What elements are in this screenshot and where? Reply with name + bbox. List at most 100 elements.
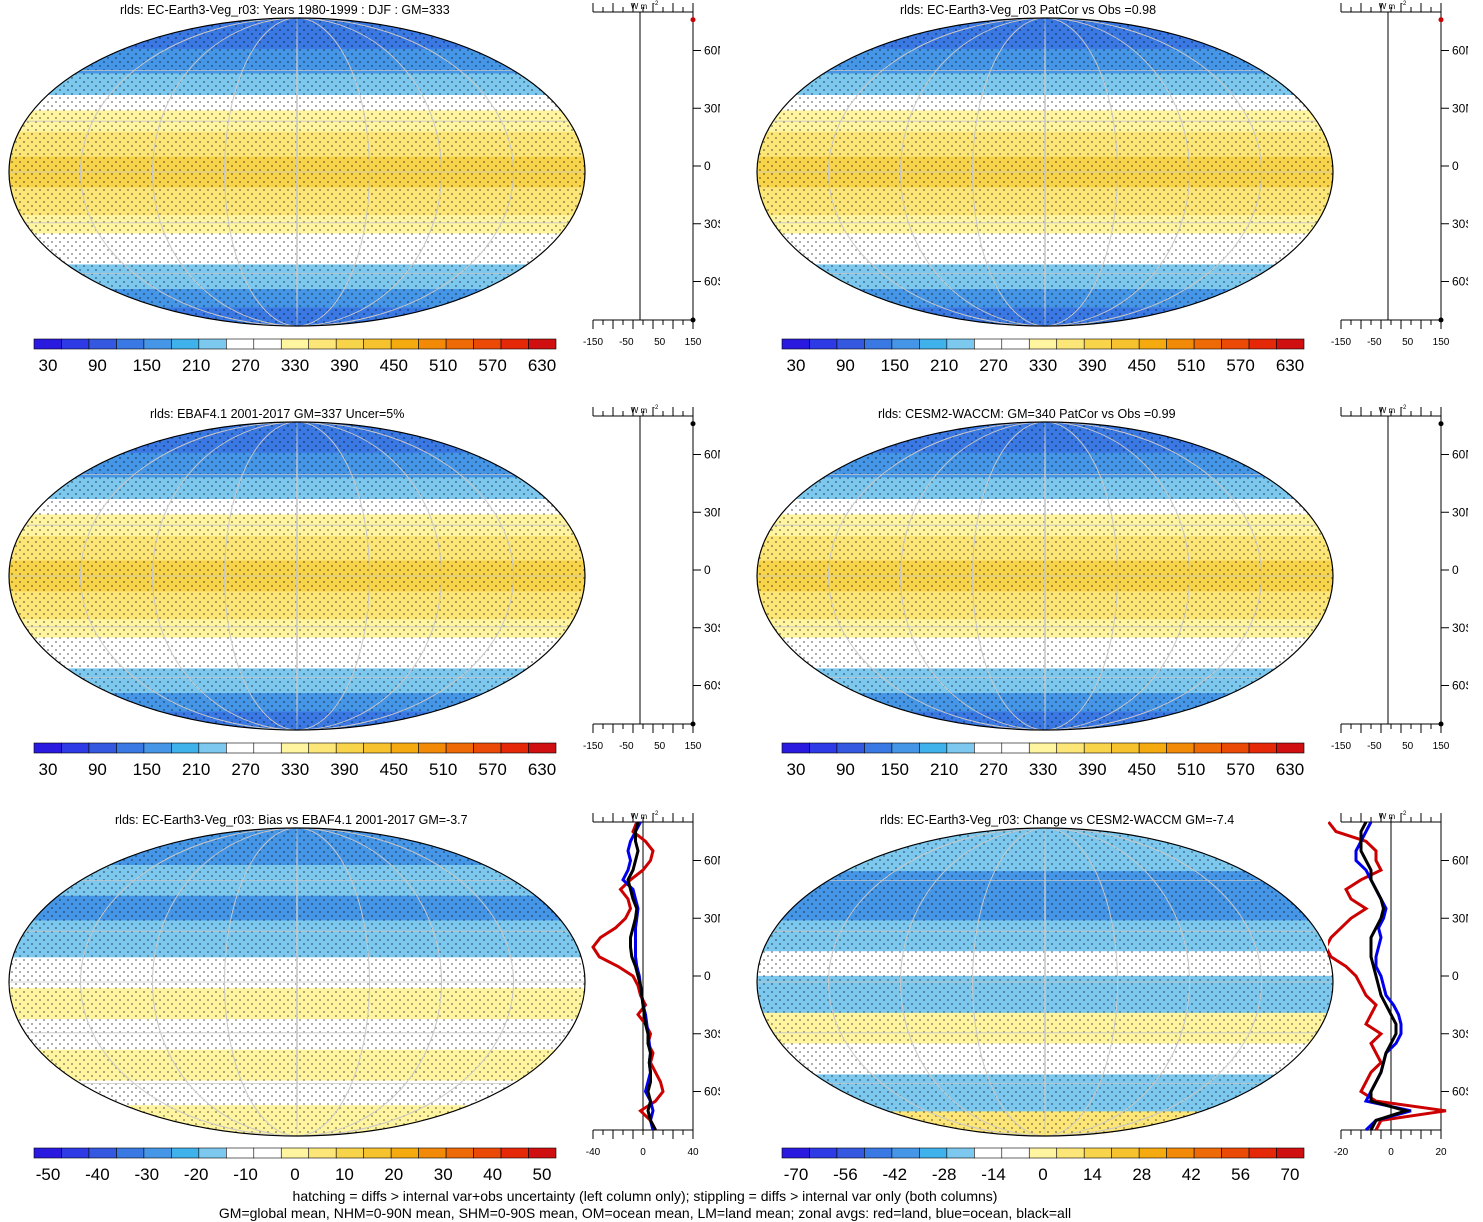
colorbar-swatch bbox=[418, 338, 447, 350]
colorbar-label: 330 bbox=[281, 356, 309, 374]
zonal-x-label: -150 bbox=[1331, 337, 1351, 348]
colorbar-swatch bbox=[528, 338, 557, 350]
colorbar-label: 40 bbox=[483, 1165, 502, 1183]
graticule-lon bbox=[1044, 422, 1046, 730]
zonal-offscale-mark bbox=[690, 317, 696, 323]
colorbar-swatch bbox=[836, 338, 865, 350]
colorbar-label: 450 bbox=[1128, 760, 1156, 778]
colorbar-swatch bbox=[974, 338, 1003, 350]
zonal-x-label: -50 bbox=[1367, 741, 1382, 752]
colorbar-label: 270 bbox=[979, 760, 1007, 778]
colorbar-label: 90 bbox=[836, 356, 855, 374]
colorbar-swatch bbox=[418, 1147, 447, 1159]
colorbar-swatch bbox=[116, 338, 145, 350]
zonal-units: W m bbox=[1379, 406, 1396, 415]
zonal-lat-label: 60N bbox=[704, 854, 720, 868]
colorbar-swatch bbox=[1001, 742, 1030, 754]
colorbar-label: 90 bbox=[88, 760, 107, 778]
colorbar-swatch bbox=[253, 1147, 282, 1159]
graticule-lon bbox=[972, 828, 1118, 1136]
zonal-units: W m bbox=[1379, 2, 1396, 11]
map-outline bbox=[756, 17, 1334, 327]
colorbar-p2: 30 90 150 210 270 330 390 450 510 570 630 bbox=[781, 338, 1305, 374]
graticule-lon bbox=[296, 422, 298, 730]
colorbar-swatch bbox=[335, 742, 364, 754]
panel-bottom-right: rlds: EC-Earth3-Veg_r03: Change vs CESM2… bbox=[748, 810, 1483, 1190]
panel-mid-right: rlds: CESM2-WACCM: GM=340 PatCor vs Obs … bbox=[748, 404, 1483, 794]
colorbar-swatch bbox=[61, 742, 90, 754]
graticule-lon bbox=[80, 422, 514, 730]
colorbar-swatch bbox=[226, 1147, 255, 1159]
colorbar-swatch bbox=[253, 742, 282, 754]
colorbar-swatch bbox=[88, 1147, 117, 1159]
colorbar-label: 570 bbox=[478, 356, 506, 374]
colorbar-label: 450 bbox=[1128, 356, 1156, 374]
colorbar-swatch bbox=[171, 742, 200, 754]
colorbar-swatch bbox=[445, 338, 474, 350]
colorbar-label: 70 bbox=[1281, 1165, 1300, 1183]
colorbar-p3: 30 90 150 210 270 330 390 450 510 570 630 bbox=[33, 742, 557, 778]
colorbar-swatch bbox=[280, 742, 310, 754]
colorbar-swatch bbox=[473, 338, 502, 350]
colorbar-swatch bbox=[1056, 1147, 1085, 1159]
zonal-lat-label: 30N bbox=[704, 101, 720, 115]
zonal-x-label: 0 bbox=[640, 1147, 646, 1158]
colorbar-swatch bbox=[528, 1147, 557, 1159]
zonal-offscale-mark bbox=[1438, 721, 1444, 727]
colorbar-label: -42 bbox=[883, 1165, 908, 1183]
colorbar-label: 570 bbox=[478, 760, 506, 778]
colorbar-swatch bbox=[226, 338, 255, 350]
colorbar-label: 630 bbox=[528, 356, 556, 374]
colorbar-label: 150 bbox=[881, 760, 909, 778]
colorbar-label: 90 bbox=[88, 356, 107, 374]
zonal-lat-label: 60S bbox=[1452, 1085, 1468, 1099]
map-p3 bbox=[8, 421, 586, 731]
zonal-x-label: 0 bbox=[1388, 1147, 1394, 1158]
map-outline bbox=[8, 421, 586, 731]
colorbar-label: -10 bbox=[233, 1165, 258, 1183]
colorbar-swatch bbox=[781, 742, 810, 754]
colorbar-p6: -70 -56 -42 -28 -14 0 14 28 42 56 70 bbox=[781, 1147, 1305, 1183]
colorbar-swatch bbox=[1111, 1147, 1140, 1159]
graticule-lon bbox=[296, 828, 298, 1136]
zonal-p3: W m -2 60N 30N 0 30S 60S -150 -50 50 150 bbox=[583, 405, 720, 752]
colorbar-label: 270 bbox=[979, 356, 1007, 374]
colorbar-label: 90 bbox=[836, 760, 855, 778]
zonal-units: W m bbox=[631, 2, 648, 11]
graticule-lon bbox=[152, 422, 442, 730]
colorbar-swatch bbox=[445, 742, 474, 754]
colorbar-label: -40 bbox=[85, 1165, 110, 1183]
colorbar-swatch bbox=[198, 742, 227, 754]
graticule-lon bbox=[224, 422, 370, 730]
graticule-lon bbox=[224, 828, 370, 1136]
zonal-p5: W m -2 60N 30N 0 30S 60S -40 0 40 bbox=[586, 811, 720, 1158]
zonal-lat-label: 30S bbox=[1452, 1027, 1468, 1041]
zonal-lat-label: 30N bbox=[704, 911, 720, 925]
colorbar-swatch bbox=[1056, 338, 1085, 350]
colorbar-swatch bbox=[974, 1147, 1003, 1159]
colorbar-swatch bbox=[809, 338, 838, 350]
colorbar-swatch bbox=[253, 338, 282, 350]
colorbar-label: 30 bbox=[39, 760, 58, 778]
colorbar-label: 330 bbox=[1029, 356, 1057, 374]
colorbar-swatch bbox=[1001, 338, 1030, 350]
colorbar-swatch bbox=[418, 742, 447, 754]
footer-note: hatching = diffs > internal var+obs unce… bbox=[0, 1188, 1290, 1222]
colorbar-swatch bbox=[1028, 338, 1058, 350]
colorbar-swatch bbox=[836, 742, 865, 754]
zonal-x-label: 50 bbox=[654, 337, 666, 348]
zonal-lat-label: 30N bbox=[1452, 911, 1468, 925]
colorbar-swatch bbox=[1276, 338, 1305, 350]
zonal-lat-label: 60N bbox=[1452, 44, 1468, 58]
colorbar-label: 210 bbox=[182, 760, 210, 778]
colorbar-label: 390 bbox=[1078, 760, 1106, 778]
graticule-lon bbox=[224, 18, 370, 326]
graticule-lon bbox=[80, 828, 514, 1136]
panel-top-left: rlds: EC-Earth3-Veg_r03: Years 1980-1999… bbox=[0, 0, 720, 390]
colorbar-label: 210 bbox=[930, 760, 958, 778]
colorbar-label: -20 bbox=[184, 1165, 209, 1183]
colorbar-label: 0 bbox=[290, 1165, 299, 1183]
zonal-units-sup: -2 bbox=[1401, 1, 1407, 7]
colorbar-swatch bbox=[891, 742, 920, 754]
colorbar-label: 30 bbox=[787, 760, 806, 778]
